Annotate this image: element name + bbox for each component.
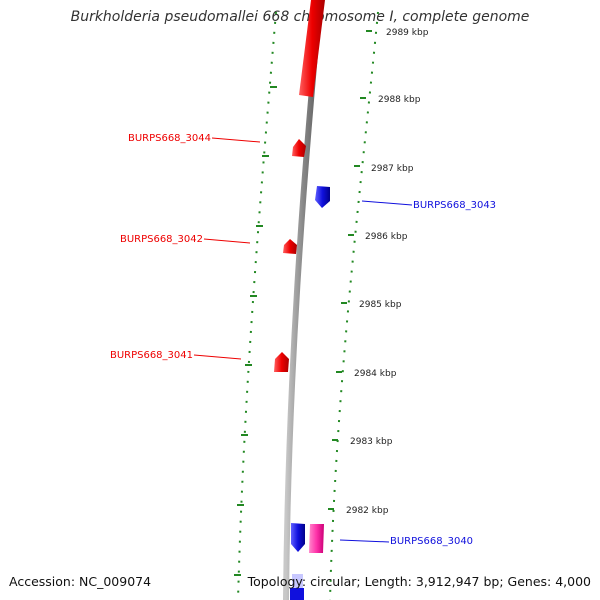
inner-major-ticks	[234, 86, 277, 576]
gene-label-3040[interactable]: BURPS668_3040	[390, 536, 473, 547]
gene-BURPS668_3043	[315, 186, 330, 208]
leader-line-3042	[203, 238, 251, 244]
kbp-ticks	[328, 30, 372, 510]
gene-label-3043[interactable]: BURPS668_3043	[413, 200, 496, 211]
gene-BURPS668_3041	[274, 352, 289, 372]
leader-line-3043	[361, 200, 413, 206]
map-title: Burkholderia pseudomallei 668 chromosome…	[70, 9, 530, 25]
kbp-label-2988: 2988 kbp	[378, 95, 421, 105]
kbp-label-2983: 2983 kbp	[350, 437, 393, 447]
leader-line-3041	[193, 354, 242, 360]
kbp-label-2985: 2985 kbp	[359, 300, 402, 310]
inner-tick-ring	[237, 11, 277, 600]
accession-text: Accession: NC_009074	[9, 574, 152, 589]
gene-blue-bottom	[290, 588, 304, 600]
kbp-label-2989: 2989 kbp	[386, 28, 429, 38]
leader-line-3044	[211, 137, 261, 143]
gene-label-3042[interactable]: BURPS668_3042	[120, 234, 203, 245]
gene-BURPS668_3042	[283, 239, 297, 254]
leader-line-3040	[339, 539, 390, 543]
genome-summary-text: Topology: circular; Length: 3,912,947 bp…	[247, 574, 591, 589]
gene-large-red	[299, 0, 325, 97]
kbp-label-2984: 2984 kbp	[354, 369, 397, 379]
kbp-label-2986: 2986 kbp	[365, 232, 408, 242]
gene-label-3041[interactable]: BURPS668_3041	[110, 350, 193, 361]
gene-light-blue	[292, 574, 303, 588]
kbp-label-2987: 2987 kbp	[371, 164, 414, 174]
gene-label-3044[interactable]: BURPS668_3044	[128, 133, 211, 144]
gene-BURPS668_3040	[291, 523, 305, 552]
kbp-label-2982: 2982 kbp	[346, 506, 389, 516]
gene-pink	[309, 524, 324, 553]
gene-BURPS668_3044	[292, 139, 306, 157]
